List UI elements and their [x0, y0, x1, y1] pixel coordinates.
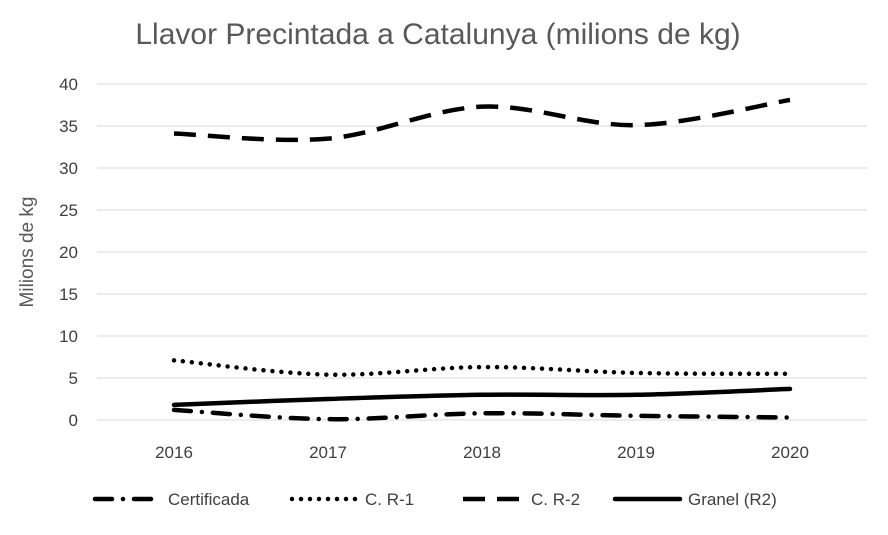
y-tick-label: 25 [59, 201, 78, 220]
legend-label: Certificada [168, 490, 250, 509]
y-axis-ticks: 0 5 10 15 20 25 30 35 40 [59, 75, 78, 430]
y-axis-title: Milions de kg [17, 197, 38, 308]
series-line-granel-r2 [171, 386, 793, 408]
series-line-c-r-2 [173, 97, 791, 143]
y-tick-label: 10 [59, 327, 78, 346]
y-tick-label: 20 [59, 243, 78, 262]
legend-item-certificada: Certificada [92, 490, 250, 509]
x-tick-label: 2016 [155, 443, 193, 462]
x-tick-label: 2018 [463, 443, 501, 462]
y-tick-label: 0 [69, 411, 78, 430]
series-lines [171, 97, 793, 422]
legend-item-granel-r2: Granel (R2) [612, 490, 777, 509]
y-tick-label: 40 [59, 75, 78, 94]
legend-label: C. R-2 [531, 490, 580, 509]
series-line-c-r-1 [171, 358, 793, 377]
legend-label: C. R-1 [365, 490, 414, 509]
legend-item-c-r-1: C. R-1 [289, 490, 414, 509]
y-tick-label: 5 [69, 369, 78, 388]
y-tick-label: 15 [59, 285, 78, 304]
series-line-certificada [171, 407, 793, 422]
y-tick-label: 35 [59, 117, 78, 136]
chart-title: Llavor Precintada a Catalunya (milions d… [135, 18, 740, 51]
gridlines [97, 83, 867, 421]
x-tick-label: 2019 [617, 443, 655, 462]
x-axis-ticks: 2016 2017 2018 2019 2020 [155, 443, 809, 462]
y-tick-label: 30 [59, 159, 78, 178]
x-tick-label: 2020 [771, 443, 809, 462]
legend-item-c-r-2: C. R-2 [463, 490, 580, 509]
x-tick-label: 2017 [309, 443, 347, 462]
legend-label: Granel (R2) [688, 490, 777, 509]
legend: Certificada C. R-1 C. R-2 Granel (R2) [92, 490, 777, 509]
